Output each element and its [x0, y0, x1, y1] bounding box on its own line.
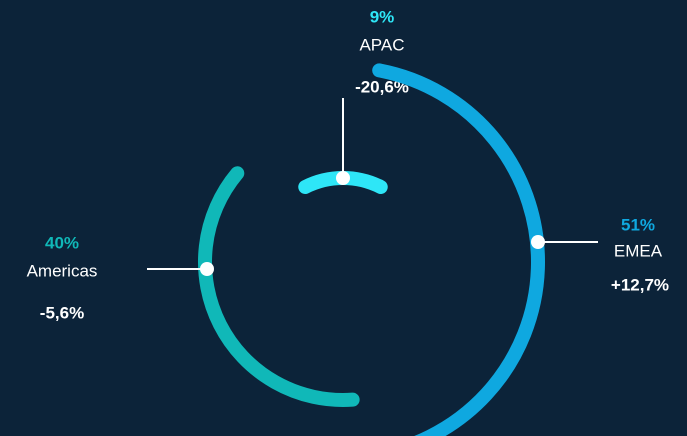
- share-label: 9%: [370, 7, 395, 26]
- share-label: 51%: [621, 215, 655, 234]
- region-label: APAC: [359, 35, 404, 54]
- arc: [198, 166, 360, 407]
- share-label: 40%: [45, 233, 79, 252]
- dot: [200, 262, 214, 276]
- change-label: -20,6%: [355, 77, 409, 96]
- region-label: EMEA: [614, 241, 663, 260]
- region-label: Americas: [27, 261, 98, 280]
- change-label: -5,6%: [40, 303, 84, 322]
- dot: [336, 171, 350, 185]
- arc: [372, 63, 545, 436]
- dot: [531, 235, 545, 249]
- change-label: +12,7%: [611, 275, 669, 294]
